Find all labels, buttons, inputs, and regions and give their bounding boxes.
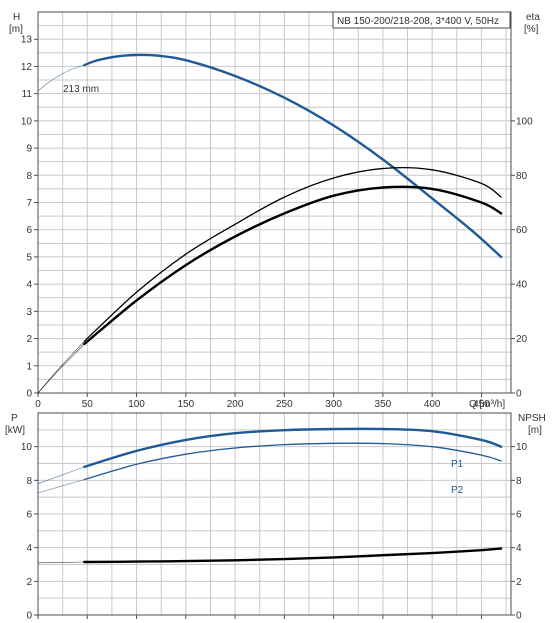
x-tick-label: 100 (128, 399, 145, 410)
top-series-extrapolation (37, 64, 85, 92)
p1-curve-label: P1 (451, 459, 464, 470)
x-tick-label: 300 (325, 399, 342, 410)
bottom-right-tick-label: 4 (516, 543, 522, 554)
top-right-tick-label: 100 (516, 116, 533, 127)
top-left-tick-label: 2 (26, 334, 32, 345)
x-tick-label: 400 (424, 399, 441, 410)
bottom-right-tick-label: 10 (516, 442, 528, 453)
top-left-axis-label-line1: H (13, 12, 20, 23)
top-right-axis-label-line1: eta (526, 12, 540, 23)
series-layer (37, 53, 503, 564)
top-left-tick-label: 0 (26, 389, 32, 400)
top-series-2 (83, 185, 503, 346)
top-right-tick-label: 0 (516, 389, 522, 400)
top-right-tick-label: 20 (516, 334, 528, 345)
top-left-tick-label: 6 (26, 225, 32, 236)
bottom-left-axis-label-line2: [kW] (5, 425, 25, 436)
bottom-series-2 (83, 547, 503, 564)
bottom-right-axis-label-line1: NPSH (518, 413, 546, 424)
bottom-left-axis-label-line1: P (11, 413, 18, 424)
bottom-right-tick-label: 8 (516, 476, 522, 487)
bottom-series-extrapolation (37, 479, 85, 494)
p2-curve-label: P2 (451, 485, 464, 496)
x-tick-label: 50 (82, 399, 94, 410)
top-right-tick-label: 60 (516, 225, 528, 236)
grid-layer (38, 12, 511, 615)
x-tick-label: 0 (35, 399, 41, 410)
x-tick-label: 350 (375, 399, 392, 410)
top-left-axis-label-line2: [m] (9, 24, 23, 35)
top-left-tick-label: 4 (26, 280, 32, 291)
top-right-tick-label: 40 (516, 280, 528, 291)
top-series-extrapolation (37, 343, 85, 394)
bottom-left-tick-label: 2 (26, 577, 32, 588)
chart-title: NB 150-200/218-208, 3*400 V, 50Hz (337, 16, 499, 27)
bottom-right-axis-label-line2: [m] (528, 425, 542, 436)
bottom-left-tick-label: 4 (26, 543, 32, 554)
bottom-series-0 (83, 427, 503, 469)
bottom-series-extrapolation (37, 466, 85, 484)
x-tick-label: 250 (276, 399, 293, 410)
x-tick-label: 150 (177, 399, 194, 410)
top-series-0 (83, 53, 503, 259)
top-left-tick-label: 7 (26, 198, 32, 209)
x-tick-label: 450 (473, 399, 490, 410)
top-series-1 (83, 166, 502, 342)
impeller-diameter-label: 213 mm (63, 84, 99, 95)
bottom-left-tick-label: 10 (21, 442, 33, 453)
top-left-tick-label: 10 (21, 116, 33, 127)
x-tick-label: 200 (227, 399, 244, 410)
bottom-left-tick-label: 6 (26, 510, 32, 521)
top-left-tick-label: 12 (21, 62, 33, 73)
top-right-axis-label-line2: [%] (524, 24, 539, 35)
top-left-tick-label: 1 (26, 361, 32, 372)
top-left-tick-label: 5 (26, 252, 32, 263)
bottom-series-extrapolation (37, 561, 85, 564)
bottom-right-tick-label: 2 (516, 577, 522, 588)
top-left-tick-label: 13 (21, 35, 33, 46)
chart-title-box (332, 11, 511, 29)
top-left-tick-label: 8 (26, 171, 32, 182)
top-left-tick-label: 11 (22, 89, 33, 100)
bottom-series-1 (83, 442, 502, 481)
bottom-right-tick-label: 6 (516, 510, 522, 521)
x-axis-label: Q [m³/h] (469, 399, 505, 410)
top-left-tick-label: 9 (26, 144, 32, 155)
top-right-tick-label: 80 (516, 171, 528, 182)
bottom-left-tick-label: 8 (26, 476, 32, 487)
bottom-left-tick-label: 0 (26, 611, 32, 622)
bottom-right-tick-label: 0 (516, 611, 522, 622)
top-left-tick-label: 3 (26, 307, 32, 318)
